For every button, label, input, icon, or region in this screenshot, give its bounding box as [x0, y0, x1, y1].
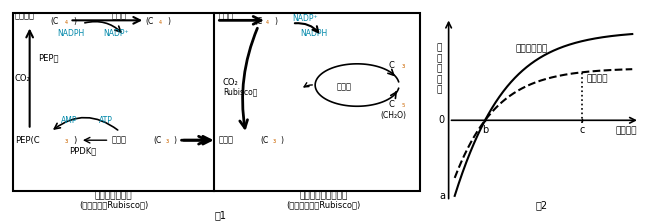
Text: 原种水稻: 原种水稻 — [586, 74, 608, 83]
Text: ₃: ₃ — [272, 136, 276, 145]
Text: (C: (C — [145, 17, 154, 26]
Text: ): ) — [174, 136, 176, 145]
Text: CO₂: CO₂ — [14, 74, 30, 83]
Text: c: c — [579, 125, 585, 135]
Text: ₄: ₄ — [64, 17, 68, 26]
Text: 叶肉细胞叶绿体: 叶肉细胞叶绿体 — [95, 191, 133, 200]
Text: 维管束鞘细胞叶绿体: 维管束鞘细胞叶绿体 — [299, 191, 348, 200]
Text: (无类囊体，有Rubisco酶): (无类囊体，有Rubisco酶) — [287, 200, 361, 210]
Text: PPDK酶: PPDK酶 — [70, 146, 97, 155]
Text: ₅: ₅ — [401, 100, 405, 109]
Text: ATP: ATP — [99, 116, 113, 125]
Text: 苹果酸: 苹果酸 — [112, 11, 127, 21]
Text: NADP⁺: NADP⁺ — [103, 29, 129, 38]
Text: C: C — [388, 100, 394, 109]
Text: CO₂: CO₂ — [223, 78, 239, 88]
Text: NADPH: NADPH — [57, 29, 84, 38]
Text: ₃: ₃ — [64, 136, 68, 145]
Text: (C: (C — [255, 17, 262, 26]
Text: ): ) — [167, 17, 170, 26]
Text: 苹果酸: 苹果酸 — [218, 11, 234, 21]
Text: ): ) — [73, 136, 77, 145]
Text: 转双基因水稻: 转双基因水稻 — [516, 44, 548, 53]
Text: 暗反应: 暗反应 — [336, 83, 351, 92]
Text: NADPH: NADPH — [300, 29, 328, 38]
Text: C: C — [388, 61, 394, 70]
Text: (类囊体，无Rubisco酶): (类囊体，无Rubisco酶) — [79, 200, 148, 210]
Text: (C: (C — [154, 136, 162, 145]
Text: (C: (C — [51, 17, 59, 26]
Text: a: a — [440, 191, 445, 201]
Text: ₃: ₃ — [401, 61, 405, 70]
Text: NADP⁺: NADP⁺ — [292, 14, 318, 23]
Text: 0: 0 — [438, 115, 444, 125]
Text: (C: (C — [260, 136, 269, 145]
Text: 净
光
合
速
率: 净 光 合 速 率 — [437, 44, 442, 94]
Bar — [13, 13, 420, 191]
Text: (CH₂O): (CH₂O) — [380, 111, 406, 120]
Text: PEP(C: PEP(C — [15, 136, 39, 145]
Text: ): ) — [73, 17, 76, 26]
Text: PEP酶: PEP酶 — [38, 53, 58, 62]
Text: 丙酮酸: 丙酮酸 — [112, 136, 127, 145]
Text: AMP: AMP — [61, 116, 77, 125]
Text: ₄: ₄ — [266, 17, 269, 26]
Text: 光照强度: 光照强度 — [615, 127, 637, 136]
Text: 丙酮酸: 丙酮酸 — [218, 136, 234, 145]
Text: ₄: ₄ — [159, 17, 161, 26]
Text: ₃: ₃ — [165, 136, 169, 145]
Text: 图2: 图2 — [535, 200, 547, 211]
Text: 草酰乙酸: 草酰乙酸 — [15, 11, 35, 21]
Text: ): ) — [274, 17, 277, 26]
Text: Rubisco酶: Rubisco酶 — [223, 87, 257, 96]
Text: b: b — [482, 125, 488, 135]
Text: ): ) — [281, 136, 283, 145]
Text: 图1: 图1 — [215, 211, 227, 221]
